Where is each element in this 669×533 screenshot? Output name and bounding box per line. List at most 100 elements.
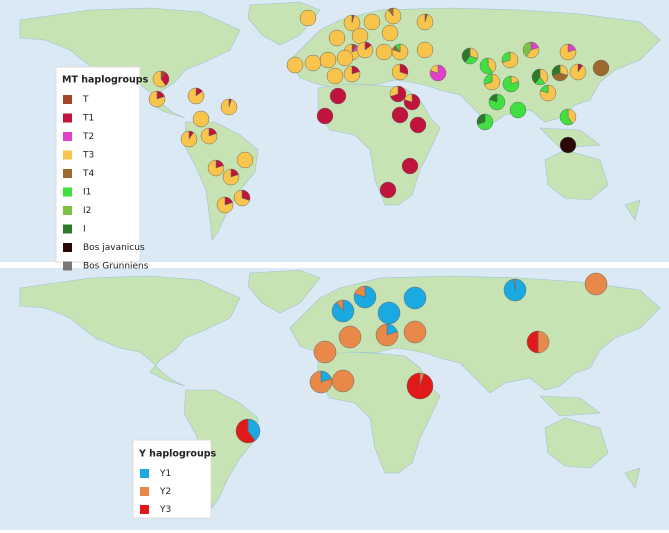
pie-slice [401,157,419,175]
legend-swatch [63,187,72,197]
pies [148,7,610,444]
legend-swatch [63,132,72,141]
pie-slice [430,64,439,74]
pie-slice [429,64,447,82]
pie-slice [552,72,568,82]
legend-swatch [63,95,72,104]
pie-slice [391,63,408,81]
legend-label: Y3 [159,505,171,515]
pie-slice [391,43,409,61]
pie-slice [377,301,401,325]
legend-swatch [63,206,72,215]
legend-label: Bos Grunniens [83,262,149,272]
legend-label: T2 [82,132,94,142]
pie-slice [483,73,493,85]
pie-slice [286,56,304,74]
pie-slice [551,64,561,76]
pie-slice [592,59,610,77]
pie-slice [375,323,399,347]
pie-slice [387,7,394,17]
pie-slice [338,325,362,349]
pie-slice [356,41,374,59]
pie-slice [525,47,540,59]
pie-slice [531,68,541,84]
pie-slice [207,159,225,177]
pie-slice [336,299,344,312]
pie-slice [180,130,198,148]
legend-swatch [63,261,72,271]
pie-slice [403,320,427,344]
mt-legend-title: MT haplogroups [62,75,149,86]
pie-slice [391,106,409,124]
pie-slice [539,68,549,84]
pie-slice [236,151,254,169]
pie-slice [567,108,577,124]
pie-slice [200,127,218,145]
pie-slice [559,136,577,154]
legend-label: T [82,95,89,105]
pie-slice [152,70,167,88]
pie-slice [488,93,506,111]
pie-slice [513,278,516,291]
pie-slice [479,57,494,75]
pie-slice [363,13,381,31]
pie-slice [476,113,486,125]
pie-slice [559,108,574,126]
pie-slice [328,29,346,47]
pie-slice [569,63,587,81]
pie-slice [354,285,366,298]
legend-label: Y2 [159,487,171,497]
pie-slice [216,196,234,214]
pie-slice [187,87,205,105]
legend-swatch [140,505,149,514]
pie-slice [489,93,498,103]
pie-slice [319,51,337,69]
legend-swatch [63,243,72,252]
pie-slice [403,286,427,310]
pie-slice [192,110,210,128]
legend-label: I2 [83,206,91,216]
legend-swatch [140,487,149,496]
legend-items: T T1 T2 T3 T4 I1 I2 I Bos javanicus Bos Grunniens… [63,95,171,515]
legend-label: T4 [82,169,94,179]
pie-slice [522,41,532,57]
pie-slice [559,43,577,61]
legend-swatch [63,169,72,178]
pie-slice [416,13,434,31]
pie-slice [409,116,427,134]
pie-slice [509,101,527,119]
legend-label: T3 [82,151,94,161]
pie-slice [501,51,511,63]
pie-slice [220,98,238,116]
pie-slice [299,9,317,27]
pie-slice [394,43,401,53]
pie-slice [336,49,354,67]
pie-slice [351,27,369,45]
legend-swatch [63,150,72,160]
pie-slice [235,418,256,444]
pie-slice [326,67,344,85]
pie-slice [403,93,421,111]
pie-slice [381,24,399,42]
pie-slice [233,189,250,207]
pie-slice [379,181,397,199]
pie-slice [316,107,334,125]
pie-slice [343,65,361,83]
pie-slice [247,418,261,442]
pie-slice [329,87,347,105]
legend-swatch [63,113,72,123]
pie-slice [304,54,322,72]
pie-slice [537,330,550,354]
pie-slice [222,168,240,186]
pie-slice [406,372,434,400]
pie-slice [375,43,393,61]
pie-slice [389,85,399,97]
pie-slice [148,90,166,108]
pie-slice [526,330,539,354]
pie-slice [487,57,497,73]
panel-gap [0,262,669,268]
legend-swatch [63,224,72,234]
pie-slice [584,272,608,296]
pie-slice [404,93,413,103]
